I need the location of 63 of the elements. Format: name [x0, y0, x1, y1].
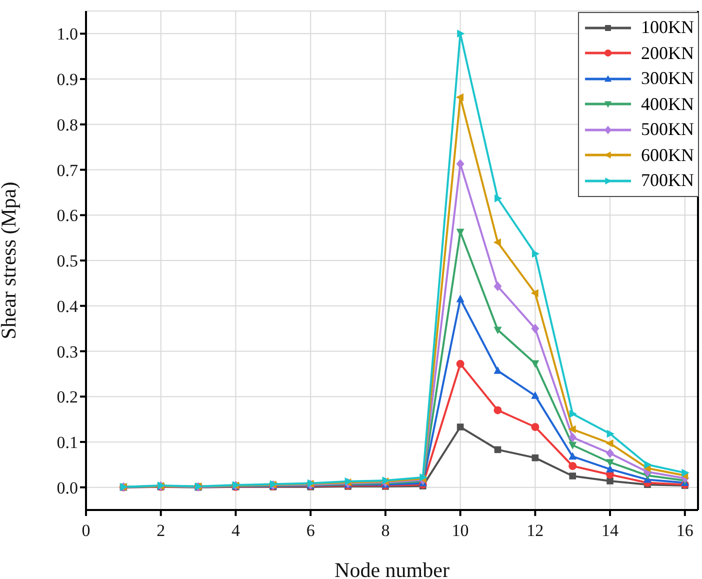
- point: [494, 282, 502, 292]
- y-tick-label: 0.2: [56, 388, 78, 407]
- y-tick-label: 0.8: [56, 115, 78, 134]
- point: [456, 294, 464, 302]
- y-tick-label: 0.6: [56, 206, 78, 226]
- point: [606, 430, 614, 438]
- point: [531, 391, 540, 399]
- point: [493, 238, 501, 246]
- legend-label: 500KN: [641, 119, 694, 140]
- point: [568, 442, 577, 450]
- point: [456, 424, 464, 430]
- y-axis-title: Shear stress (Mpa): [0, 182, 20, 340]
- point: [568, 452, 577, 460]
- y-tick-label: 0.1: [56, 432, 78, 452]
- x-axis-title: Node number: [334, 558, 450, 579]
- point: [494, 446, 502, 454]
- point: [606, 439, 614, 448]
- y-tick-label: 0.3: [56, 342, 78, 362]
- x-tick-label: 10: [452, 521, 469, 540]
- point: [456, 93, 464, 102]
- point: [532, 250, 540, 258]
- legend-label: 100KN: [641, 17, 694, 38]
- point: [569, 410, 578, 418]
- point: [682, 468, 690, 477]
- point: [494, 406, 502, 414]
- legend-label: 200KN: [641, 42, 694, 64]
- point: [456, 360, 464, 368]
- x-tick-label: 16: [676, 521, 694, 540]
- point: [606, 448, 614, 458]
- point: [457, 30, 465, 38]
- legend-label: 600KN: [641, 144, 694, 166]
- point: [644, 460, 652, 469]
- y-tick-label: 1.0: [56, 24, 78, 44]
- y-tick-label: 0.0: [56, 478, 78, 498]
- legend-label: 700KN: [641, 170, 694, 192]
- point: [568, 432, 577, 442]
- x-tick-label: 12: [526, 521, 544, 540]
- point: [606, 459, 614, 467]
- x-tick-label: 14: [602, 521, 620, 540]
- x-tick-label: 4: [231, 521, 240, 540]
- y-tick-label: 0.4: [56, 296, 78, 316]
- point: [606, 464, 614, 472]
- point: [531, 324, 540, 334]
- legend-label: 400KN: [641, 94, 694, 115]
- point: [606, 478, 614, 484]
- point: [531, 360, 540, 368]
- point: [531, 422, 540, 431]
- point: [569, 472, 576, 480]
- legend-label: 300KN: [641, 68, 694, 90]
- y-tick-label: 0.5: [56, 252, 78, 271]
- x-tick-label: 6: [306, 521, 315, 540]
- point: [532, 454, 539, 462]
- point: [494, 366, 502, 374]
- x-tick-label: 2: [156, 521, 166, 540]
- point: [494, 194, 502, 202]
- x-tick-label: 8: [381, 521, 390, 540]
- y-tick-label: 0.9: [56, 70, 78, 90]
- point: [530, 289, 538, 298]
- y-tick-label: 0.7: [56, 160, 78, 180]
- x-tick-label: 0: [82, 521, 90, 540]
- point: [494, 326, 502, 334]
- point: [568, 462, 577, 470]
- point: [568, 425, 576, 434]
